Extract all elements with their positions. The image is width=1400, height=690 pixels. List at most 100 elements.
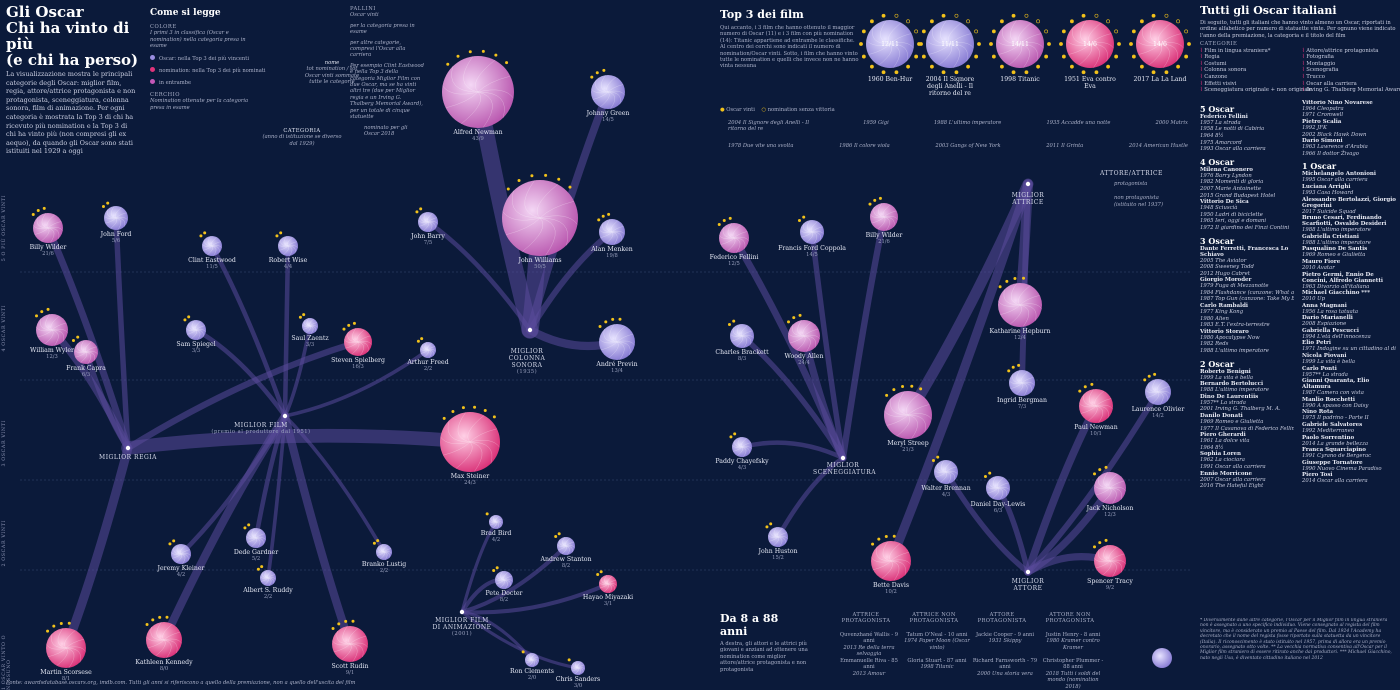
swirl-line: [987, 487, 999, 494]
top3-legend: ● Oscar vinti ○ nomination senza vittori…: [720, 107, 835, 113]
swirl-line: [599, 338, 618, 344]
swirl-line: [1008, 380, 1023, 385]
person-node: [298, 313, 319, 335]
swirl-line: [344, 339, 359, 344]
swirl-line: [1159, 43, 1178, 62]
award-dot-icon: [930, 64, 934, 69]
award-dot-icon: [1098, 468, 1102, 472]
person-label: Hayao Miyazaki 3/1: [583, 594, 633, 607]
swirl-line: [377, 546, 385, 553]
swirl-line: [607, 575, 613, 585]
award-dot-icon: [991, 54, 996, 59]
italiani-desc: Di seguito, tutti gli italiani che hanno…: [1200, 20, 1396, 39]
swirl-line: [803, 335, 811, 352]
swirl-line: [1021, 377, 1034, 384]
category-colonna-label: MIGLIOR COLONNA SONORA: [508, 348, 546, 369]
ages-col-label: ATTORE PROTAGONISTA: [977, 612, 1027, 625]
swirl-line: [1159, 42, 1184, 49]
swirl-line: [455, 441, 473, 469]
swirl-line: [878, 202, 885, 218]
award-dot-icon: [456, 54, 460, 58]
swirl-line: [896, 414, 911, 437]
swirl-line: [84, 341, 92, 353]
swirl-line: [427, 346, 436, 351]
swirl-line: [1089, 42, 1114, 49]
swirl-line: [729, 333, 743, 337]
swirl-line: [727, 223, 735, 239]
swirl-line: [803, 334, 820, 339]
award-dot-icon: [415, 210, 419, 214]
award-dot-icon: [568, 185, 572, 189]
swirl-line: [932, 26, 951, 45]
person-circle: [571, 661, 585, 675]
person-name: Pete Docter: [485, 590, 523, 597]
swirl-line: [1095, 398, 1112, 407]
swirl-line: [577, 664, 585, 669]
swirl-line: [461, 91, 481, 125]
swirl-line: [802, 223, 813, 233]
swirl-line: [811, 226, 823, 233]
swirl-line: [741, 335, 752, 345]
swirl-line: [1095, 487, 1111, 496]
person-stat: 8/2: [499, 597, 509, 603]
swirl-line: [427, 221, 439, 224]
person-label: Johnny Green 14/5: [587, 110, 630, 123]
swirl-line: [539, 215, 578, 225]
italiani-person: Giorgio Moroder: [1200, 277, 1252, 284]
person-circle: [1079, 389, 1113, 423]
legend-item-nomination: nomination: nella Top 3 dei più nominati: [150, 67, 450, 74]
swirl-line: [332, 640, 351, 646]
award-dot-icon: [877, 537, 881, 541]
swirl-line: [591, 88, 609, 94]
category-stream: [775, 455, 846, 540]
top-film-title: 1951 Eva contro Eva: [1064, 76, 1116, 90]
legend-colore-label: COLORE: [150, 24, 177, 30]
person-name: Andrew Stanton: [540, 556, 592, 563]
category-stream: [193, 327, 288, 419]
person-name: Steven Spielberg: [331, 357, 385, 364]
lost-dot-icon: ○: [761, 107, 767, 113]
italiani-person: Michael Giacchino ***: [1302, 290, 1370, 297]
person-circle: [871, 541, 911, 581]
award-dot-icon: [420, 337, 424, 341]
person-circle: [146, 622, 182, 658]
swirl-line: [211, 236, 217, 247]
footer-source: Fonte: awardsdatabase.oscars.org, imdb.c…: [6, 680, 356, 686]
person-name: Albert S. Ruddy: [243, 587, 293, 594]
person-circle: [302, 318, 318, 334]
legend-nominated-2018: nominato per gli Oscar 2018: [364, 124, 408, 137]
legend-pallini-a: per la categoria presa in esame: [350, 22, 415, 36]
swirl-line: [110, 217, 118, 229]
award-dot-icon: [597, 218, 601, 222]
swirl-line: [267, 577, 275, 584]
swirl-line: [571, 667, 579, 672]
award-dot-icon: [894, 70, 899, 75]
swirl-line: [936, 463, 947, 473]
person-label: Paul Newman 10/1: [1074, 424, 1117, 437]
swirl-line: [577, 667, 582, 676]
category-stream: [886, 179, 1033, 566]
person-stat: 8/1: [61, 676, 71, 682]
person-label: Clint Eastwood 11/5: [188, 257, 236, 270]
swirl-line: [110, 205, 117, 219]
award-dot-icon: [168, 542, 172, 546]
person-label: Bette Davis 10/2: [873, 582, 909, 595]
person-circle: [730, 324, 754, 348]
award-dot-icon: [199, 234, 203, 238]
swirl-line: [424, 349, 429, 358]
swirl-line: [604, 574, 609, 585]
award-dot-icon: [1140, 64, 1144, 69]
swirl-line: [1019, 304, 1030, 327]
swirl-line: [1095, 404, 1113, 410]
swirl-line: [889, 33, 912, 45]
person-name: William Wyler: [29, 347, 75, 354]
award-dot-icon: [1143, 378, 1147, 382]
won-dot-icon: ●: [720, 107, 725, 113]
swirl-line: [1157, 390, 1172, 395]
italiani-category: ⌇ Effetti visivi: [1200, 80, 1237, 87]
person-stat: 43/9: [472, 136, 484, 142]
swirl-line: [445, 91, 479, 109]
person-name: Jack Nicholson: [1086, 505, 1134, 512]
person-label: John Ford 5/6: [101, 231, 132, 244]
swirl-line: [492, 514, 497, 523]
